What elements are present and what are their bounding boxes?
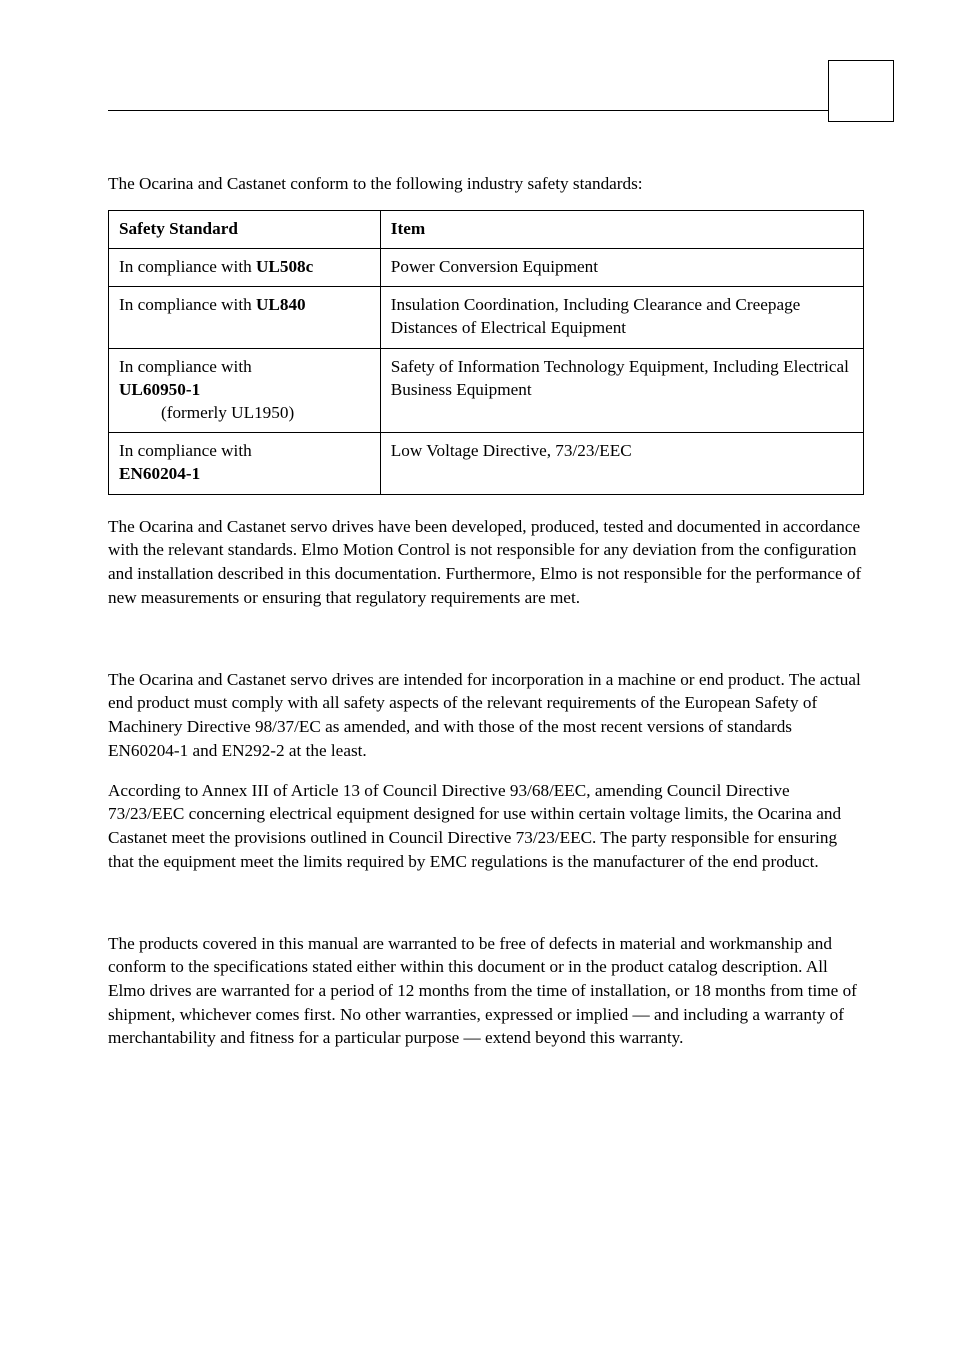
std-bold: EN60204-1 (119, 464, 200, 483)
paragraph: According to Annex III of Article 13 of … (108, 779, 864, 874)
std-pre: In compliance with (119, 257, 256, 276)
standards-table: Safety Standard Item In compliance with … (108, 210, 864, 495)
std-pre: In compliance with (119, 441, 252, 460)
std-bold: UL840 (256, 295, 306, 314)
intro-paragraph: The Ocarina and Castanet conform to the … (108, 172, 864, 196)
cell-item: Insulation Coordination, Including Clear… (380, 287, 863, 348)
header-corner-box (828, 60, 894, 121)
section-gap (108, 626, 864, 668)
table-row: In compliance with UL508c Power Conversi… (109, 248, 864, 286)
section-gap (108, 890, 864, 932)
page: The Ocarina and Castanet conform to the … (0, 0, 954, 1146)
cell-item: Safety of Information Technology Equipme… (380, 348, 863, 433)
paragraph: The products covered in this manual are … (108, 932, 864, 1051)
std-pre: In compliance with (119, 357, 252, 376)
table-row: In compliance with UL60950-1 (formerly U… (109, 348, 864, 433)
cell-item: Low Voltage Directive, 73/23/EEC (380, 433, 863, 494)
cell-standard: In compliance with EN60204-1 (109, 433, 381, 494)
cell-standard: In compliance with UL508c (109, 248, 381, 286)
table-row: In compliance with UL840 Insulation Coor… (109, 287, 864, 348)
std-bold: UL508c (256, 257, 313, 276)
std-bold: UL60950-1 (119, 380, 200, 399)
header-line (108, 110, 864, 111)
paragraph: The Ocarina and Castanet servo drives ha… (108, 515, 864, 610)
cell-standard: In compliance with UL840 (109, 287, 381, 348)
cell-standard: In compliance with UL60950-1 (formerly U… (109, 348, 381, 433)
std-pre: In compliance with (119, 295, 256, 314)
table-header-item: Item (380, 210, 863, 248)
header-rule (108, 60, 864, 122)
cell-item: Power Conversion Equipment (380, 248, 863, 286)
std-sub: (formerly UL1950) (119, 401, 370, 424)
table-header-standard: Safety Standard (109, 210, 381, 248)
table-header-row: Safety Standard Item (109, 210, 864, 248)
paragraph: The Ocarina and Castanet servo drives ar… (108, 668, 864, 763)
table-row: In compliance with EN60204-1 Low Voltage… (109, 433, 864, 494)
